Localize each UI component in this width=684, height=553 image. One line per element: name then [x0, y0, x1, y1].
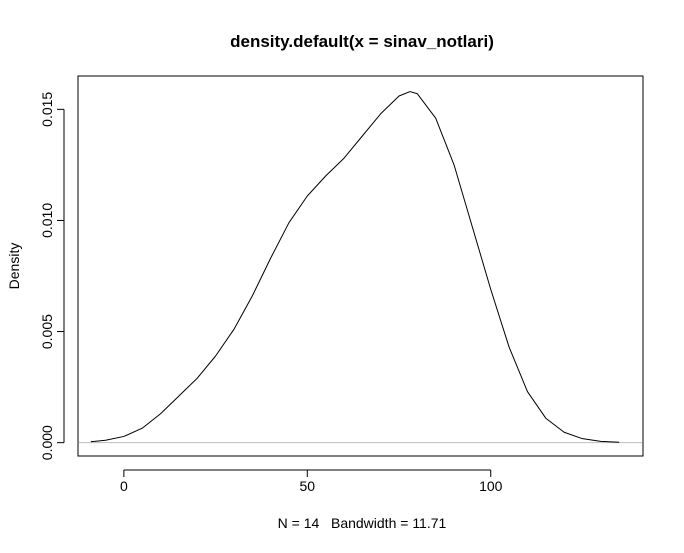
x-axis-label: N = 14 Bandwidth = 11.71 — [278, 515, 447, 531]
chart-title: density.default(x = sinav_notlari) — [230, 32, 494, 51]
x-tick-label: 50 — [300, 478, 316, 494]
y-axis-label: Density — [6, 243, 22, 290]
x-tick-label: 100 — [479, 478, 503, 494]
y-tick-label: 0.015 — [39, 92, 55, 127]
y-axis: 0.000 0.005 0.010 0.015 — [39, 92, 65, 460]
density-curve — [90, 91, 620, 443]
x-axis: 0 50 100 — [120, 469, 503, 494]
y-tick-label: 0.000 — [39, 425, 55, 460]
x-tick-label: 0 — [120, 478, 128, 494]
plot-frame — [77, 75, 644, 457]
y-tick-label: 0.005 — [39, 314, 55, 349]
y-tick-label: 0.010 — [39, 203, 55, 238]
